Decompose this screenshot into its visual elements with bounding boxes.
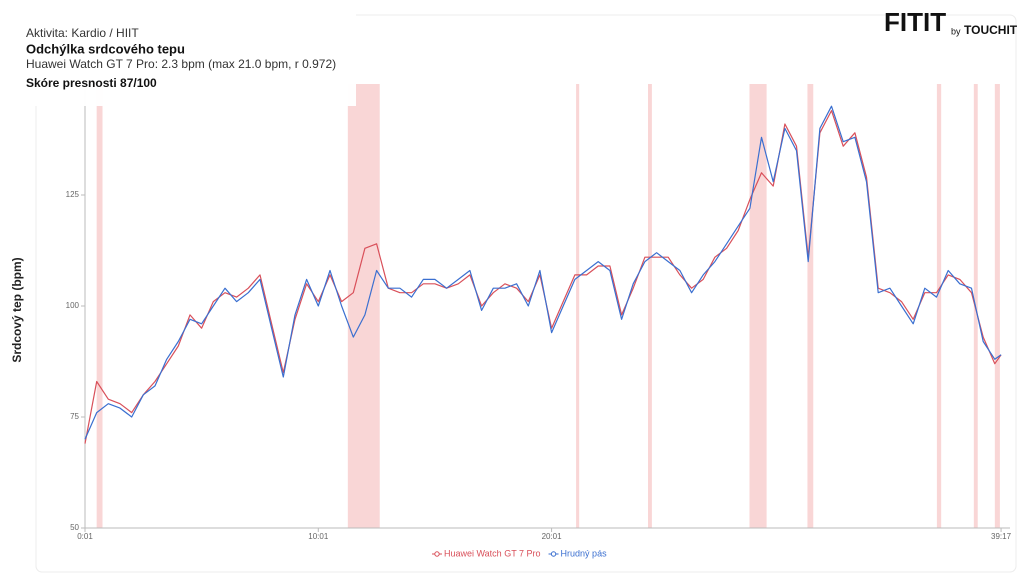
- legend-label: Hrudný pás: [561, 548, 608, 558]
- y-tick-label: 50: [70, 523, 79, 532]
- header-box: [14, 12, 356, 106]
- legend-label: Huawei Watch GT 7 Pro: [444, 548, 541, 558]
- series-line: [84, 105, 1002, 440]
- legend-marker: [434, 551, 440, 557]
- deviation-highlight: [96, 84, 103, 528]
- x-tick-label: 0:01: [77, 532, 93, 541]
- plot: 50 75 100 125 0:01 10:01 20:01 39:17 Huawei Watc…: [66, 84, 1012, 558]
- deviation-highlight: [749, 84, 767, 528]
- header-title: Odchýlka srdcového tepu: [26, 41, 185, 56]
- chart-frame: [35, 14, 1017, 573]
- y-tick-label: 100: [66, 301, 80, 310]
- y-axis-label: Srdcový tep (bpm): [10, 257, 24, 362]
- deviation-highlight: [648, 84, 652, 528]
- legend-item: Huawei Watch GT 7 Pro: [432, 548, 541, 558]
- deviation-highlight: [994, 84, 1000, 528]
- logo-brand: TOUCHIT: [964, 23, 1018, 37]
- legend-item: Hrudný pás: [548, 548, 608, 558]
- legend-marker: [550, 551, 557, 557]
- deviation-highlight: [807, 84, 814, 528]
- y-tick-label: 125: [66, 190, 80, 199]
- x-tick-label: 10:01: [308, 532, 329, 541]
- deviation-highlight: [936, 84, 942, 528]
- deviation-highlight: [347, 84, 380, 528]
- activity: Aktivita: Kardio / HIIT: [26, 26, 139, 40]
- header-subtitle: Huawei Watch GT 7 Pro: 2.3 bpm (max 21.0…: [26, 57, 336, 71]
- logo-by: by: [951, 26, 961, 36]
- deviation-highlight: [576, 84, 580, 528]
- x-tick-label: 20:01: [542, 532, 563, 541]
- score: Skóre presnosti 87/100: [26, 76, 157, 90]
- y-tick-label: 75: [70, 412, 79, 421]
- logo-main: FITIT: [884, 7, 946, 37]
- x-tick-label: 39:17: [991, 532, 1012, 541]
